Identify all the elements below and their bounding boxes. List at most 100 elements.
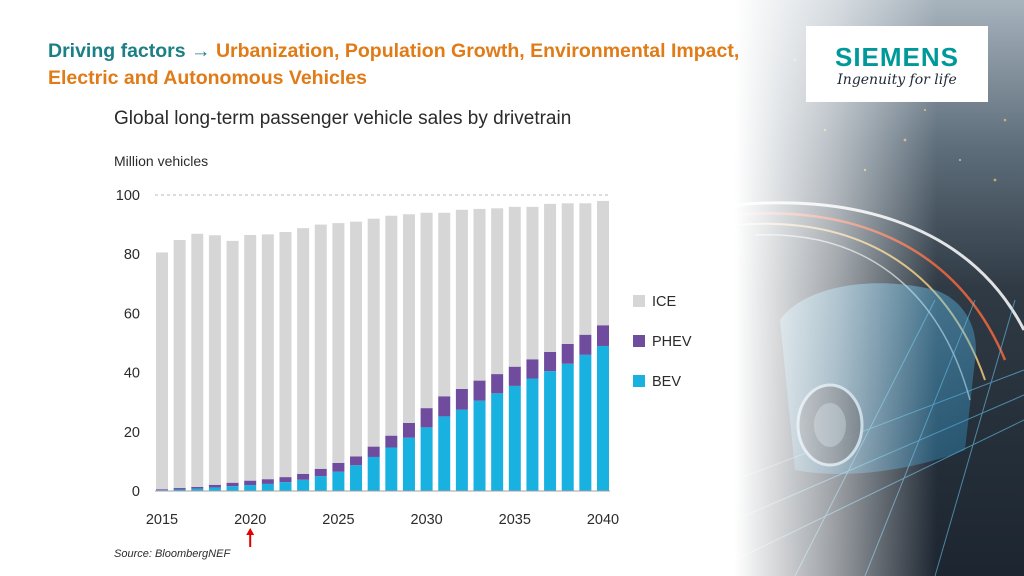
bar-phev-2036 xyxy=(526,359,539,379)
marker-arrow-head xyxy=(246,528,255,535)
bar-ice-2029 xyxy=(402,214,415,423)
bar-ice-2026 xyxy=(350,221,363,457)
y-tick-label: 40 xyxy=(124,366,140,382)
bar-ice-2023 xyxy=(297,228,310,474)
bar-ice-2027 xyxy=(367,218,380,447)
x-tick-label: 2030 xyxy=(410,512,442,528)
bar-ice-2032 xyxy=(455,209,468,389)
y-axis-label: Million vehicles xyxy=(114,153,208,169)
bar-ice-2021 xyxy=(261,234,274,480)
bar-phev-2029 xyxy=(402,422,415,438)
bar-bev-2039 xyxy=(579,354,592,491)
headline-lead: Driving factors xyxy=(48,40,186,62)
bar-bev-2040 xyxy=(597,345,609,491)
bar-ice-2030 xyxy=(420,212,433,409)
legend-label-ice: ICE xyxy=(652,294,677,310)
legend-swatch-ice xyxy=(633,295,645,307)
bar-phev-2034 xyxy=(491,374,504,394)
bar-phev-2031 xyxy=(438,396,451,417)
bar-bev-2018 xyxy=(208,487,221,491)
bar-bev-2025 xyxy=(332,471,345,491)
bar-bev-2023 xyxy=(297,479,310,491)
bar-phev-2017 xyxy=(191,486,204,489)
bar-phev-2038 xyxy=(561,343,574,364)
arrow-icon: → xyxy=(191,40,211,62)
x-tick-label: 2025 xyxy=(322,512,354,528)
bar-phev-2028 xyxy=(385,435,398,448)
headline-factors: Urbanization, Population Growth, Environ… xyxy=(48,40,740,89)
bar-bev-2019 xyxy=(226,486,239,491)
bar-phev-2015 xyxy=(156,489,168,491)
bar-bev-2036 xyxy=(526,378,539,491)
bar-phev-2030 xyxy=(420,408,433,428)
y-tick-label: 0 xyxy=(132,484,140,500)
bar-phev-2020 xyxy=(244,480,257,486)
bar-ice-2037 xyxy=(544,203,557,352)
bar-ice-2040 xyxy=(597,200,609,326)
bar-ice-2039 xyxy=(579,203,592,335)
bar-ice-2034 xyxy=(491,208,504,375)
chart-title: Global long-term passenger vehicle sales… xyxy=(114,108,571,129)
bar-ice-2015 xyxy=(156,252,168,490)
bar-phev-2033 xyxy=(473,380,486,401)
legend-swatch-bev xyxy=(633,375,645,387)
bar-phev-2021 xyxy=(261,479,274,484)
bar-phev-2040 xyxy=(597,325,609,346)
bar-bev-2028 xyxy=(385,447,398,491)
bar-phev-2039 xyxy=(579,334,592,355)
bar-bev-2016 xyxy=(173,489,186,491)
bar-bev-2031 xyxy=(438,416,451,491)
bar-phev-2032 xyxy=(455,388,468,410)
bar-phev-2023 xyxy=(297,473,310,480)
bar-ice-2028 xyxy=(385,215,398,436)
siemens-logo: SIEMENS Ingenuity for life xyxy=(806,26,988,102)
bar-phev-2019 xyxy=(226,482,239,487)
x-tick-label: 2040 xyxy=(587,512,619,528)
y-tick-label: 20 xyxy=(124,425,140,441)
bar-bev-2034 xyxy=(491,393,504,491)
bar-ice-2033 xyxy=(473,208,486,381)
chart-source: Source: BloombergNEF xyxy=(114,548,231,560)
bar-ice-2038 xyxy=(561,203,574,344)
x-tick-label: 2015 xyxy=(146,512,178,528)
bar-bev-2026 xyxy=(350,465,363,491)
bar-bev-2035 xyxy=(508,385,521,491)
bar-bev-2024 xyxy=(314,476,327,491)
bar-ice-2036 xyxy=(526,206,539,360)
y-tick-label: 100 xyxy=(116,188,140,204)
bar-ice-2025 xyxy=(332,223,345,463)
y-tick-label: 60 xyxy=(124,306,140,322)
bar-phev-2027 xyxy=(367,446,380,457)
bar-bev-2020 xyxy=(244,485,257,491)
bar-phev-2025 xyxy=(332,462,345,472)
bar-bev-2038 xyxy=(561,363,574,491)
bar-bev-2037 xyxy=(544,371,557,491)
bar-ice-2024 xyxy=(314,224,327,469)
bar-bev-2033 xyxy=(473,400,486,491)
x-tick-label: 2020 xyxy=(234,512,266,528)
y-tick-label: 80 xyxy=(124,247,140,263)
bar-ice-2018 xyxy=(208,235,221,485)
logo-tagline: Ingenuity for life xyxy=(837,72,957,88)
legend-label-bev: BEV xyxy=(652,374,681,390)
bar-phev-2026 xyxy=(350,456,363,466)
bar-ice-2020 xyxy=(244,234,257,481)
bar-phev-2022 xyxy=(279,477,292,483)
x-tick-label: 2035 xyxy=(499,512,531,528)
bar-ice-2035 xyxy=(508,206,521,367)
bar-phev-2035 xyxy=(508,366,521,386)
bar-bev-2032 xyxy=(455,409,468,491)
bar-ice-2019 xyxy=(226,240,239,483)
legend-swatch-phev xyxy=(633,335,645,347)
legend-label-phev: PHEV xyxy=(652,334,692,350)
bar-phev-2024 xyxy=(314,468,327,477)
bar-ice-2022 xyxy=(279,232,292,478)
bar-phev-2016 xyxy=(173,488,186,490)
bar-ice-2031 xyxy=(438,212,451,397)
bar-bev-2017 xyxy=(191,488,204,491)
logo-brand: SIEMENS xyxy=(834,42,960,72)
bar-bev-2029 xyxy=(402,437,415,491)
bar-ice-2017 xyxy=(191,233,204,487)
bar-phev-2037 xyxy=(544,351,557,372)
bar-bev-2027 xyxy=(367,456,380,491)
